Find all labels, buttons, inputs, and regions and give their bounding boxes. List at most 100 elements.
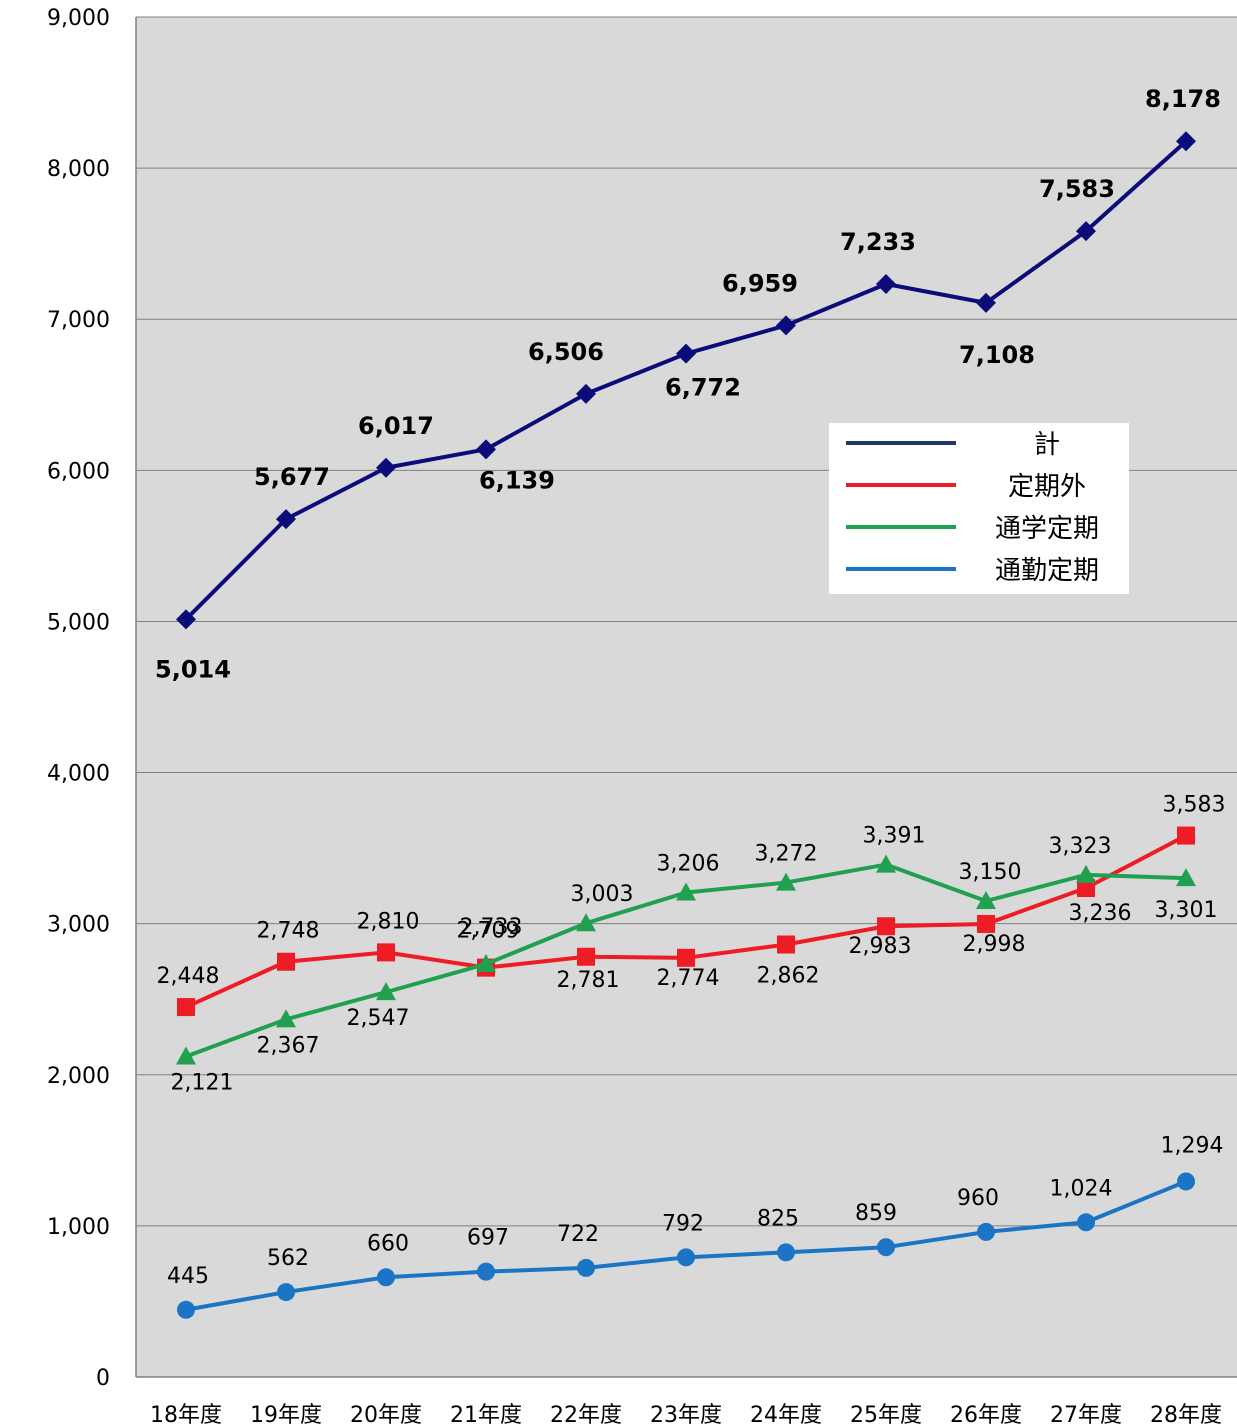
data-label: 2,733: [460, 915, 523, 940]
data-labels: 5,014 5,677 6,017 6,139 6,506 6,772 6,959 7,233…: [155, 85, 1225, 1289]
data-point: [1076, 221, 1096, 242]
series-0: [176, 131, 1196, 630]
series-3: [177, 1172, 1195, 1319]
data-label: 960: [957, 1186, 999, 1211]
data-label: 3,003: [571, 882, 634, 907]
data-point: [376, 982, 396, 1001]
data-label: 792: [662, 1211, 704, 1236]
x-tick-label: 19年度: [250, 1403, 322, 1428]
x-tick-label: 20年度: [350, 1403, 422, 1428]
x-tick-label: 23年度: [650, 1403, 722, 1428]
y-tick-label: 6,000: [47, 459, 110, 484]
data-point: [977, 1222, 995, 1241]
data-point: [1177, 1172, 1195, 1191]
data-label: 2,781: [557, 968, 620, 993]
data-label: 8,178: [1145, 85, 1221, 113]
data-label: 2,983: [849, 934, 912, 959]
data-label: 859: [855, 1201, 897, 1226]
data-label: 3,272: [755, 842, 818, 867]
data-point: [677, 1248, 695, 1267]
y-tick-label: 5,000: [47, 610, 110, 635]
data-label: 7,233: [840, 228, 916, 256]
y-axis-ticks: 0 1,000 2,000 3,000 4,000 5,000 6,000 7,000 8,00…: [47, 6, 110, 1391]
x-tick-label: 25年度: [850, 1403, 922, 1428]
x-tick-label: 18年度: [150, 1403, 222, 1428]
data-label: 6,139: [479, 466, 555, 494]
data-point: [877, 1238, 895, 1257]
data-point: [977, 914, 995, 933]
data-label: 660: [367, 1231, 409, 1256]
data-point: [177, 1300, 195, 1319]
data-label: 7,583: [1039, 175, 1115, 203]
data-point: [776, 315, 796, 336]
data-point: [876, 854, 896, 873]
y-tick-label: 4,000: [47, 762, 110, 787]
data-label: 5,014: [155, 655, 231, 683]
data-label: 2,448: [157, 964, 220, 989]
data-label: 1,294: [1161, 1133, 1224, 1158]
x-tick-label: 24年度: [750, 1403, 822, 1428]
data-point: [277, 1283, 295, 1302]
y-tick-label: 9,000: [47, 6, 110, 31]
data-point: [676, 343, 696, 364]
x-tick-label: 22年度: [550, 1403, 622, 1428]
data-point: [576, 383, 596, 404]
legend-label: 通勤定期: [995, 556, 1099, 586]
data-point: [276, 509, 296, 530]
x-tick-label: 26年度: [950, 1403, 1022, 1428]
data-label: 2,121: [171, 1070, 234, 1095]
legend-label: 通学定期: [995, 514, 1099, 544]
y-tick-label: 3,000: [47, 913, 110, 938]
data-point: [377, 943, 395, 962]
x-tick-label: 28年度: [1150, 1403, 1222, 1428]
data-point: [176, 1046, 196, 1065]
data-point: [1176, 868, 1196, 887]
y-tick-label: 7,000: [47, 308, 110, 333]
data-label: 2,862: [757, 964, 820, 989]
data-label: 3,583: [1163, 793, 1226, 818]
data-point: [276, 1009, 296, 1028]
data-label: 722: [557, 1222, 599, 1247]
data-point: [676, 882, 696, 901]
data-point: [876, 274, 896, 295]
data-point: [577, 1258, 595, 1277]
data-label: 2,748: [257, 919, 320, 944]
data-point: [277, 952, 295, 971]
y-tick-label: 1,000: [47, 1215, 110, 1240]
series-group: [176, 131, 1196, 1319]
data-point: [1077, 879, 1095, 898]
data-point: [177, 998, 195, 1017]
y-tick-label: 0: [96, 1366, 110, 1391]
data-point: [1076, 864, 1096, 883]
legend-box: [829, 423, 1129, 594]
data-label: 825: [757, 1206, 799, 1231]
gridlines: [136, 16, 1237, 1227]
data-label: 2,709: [457, 919, 520, 944]
data-label: 2,810: [357, 909, 420, 934]
x-tick-label: 27年度: [1050, 1403, 1122, 1428]
data-point: [677, 948, 695, 967]
data-label: 697: [467, 1226, 509, 1251]
data-label: 2,998: [963, 932, 1026, 957]
data-label: 3,301: [1155, 898, 1218, 923]
data-point: [976, 292, 996, 313]
data-point: [576, 913, 596, 932]
data-point: [777, 1243, 795, 1262]
data-label: 5,677: [254, 463, 330, 491]
legend-label: 計: [1034, 430, 1060, 460]
data-label: 2,774: [657, 966, 720, 991]
data-label: 3,323: [1049, 834, 1112, 859]
data-point: [976, 891, 996, 909]
data-label: 3,236: [1069, 901, 1132, 926]
data-label: 1,024: [1050, 1176, 1113, 1201]
data-point: [476, 954, 496, 973]
data-label: 6,772: [665, 374, 741, 402]
legend-label: 定期外: [1008, 472, 1086, 502]
series-2: [176, 854, 1196, 1065]
y-tick-label: 8,000: [47, 157, 110, 182]
data-label: 445: [167, 1264, 209, 1289]
data-label: 3,150: [959, 860, 1022, 885]
plot-area: [136, 17, 1237, 1377]
